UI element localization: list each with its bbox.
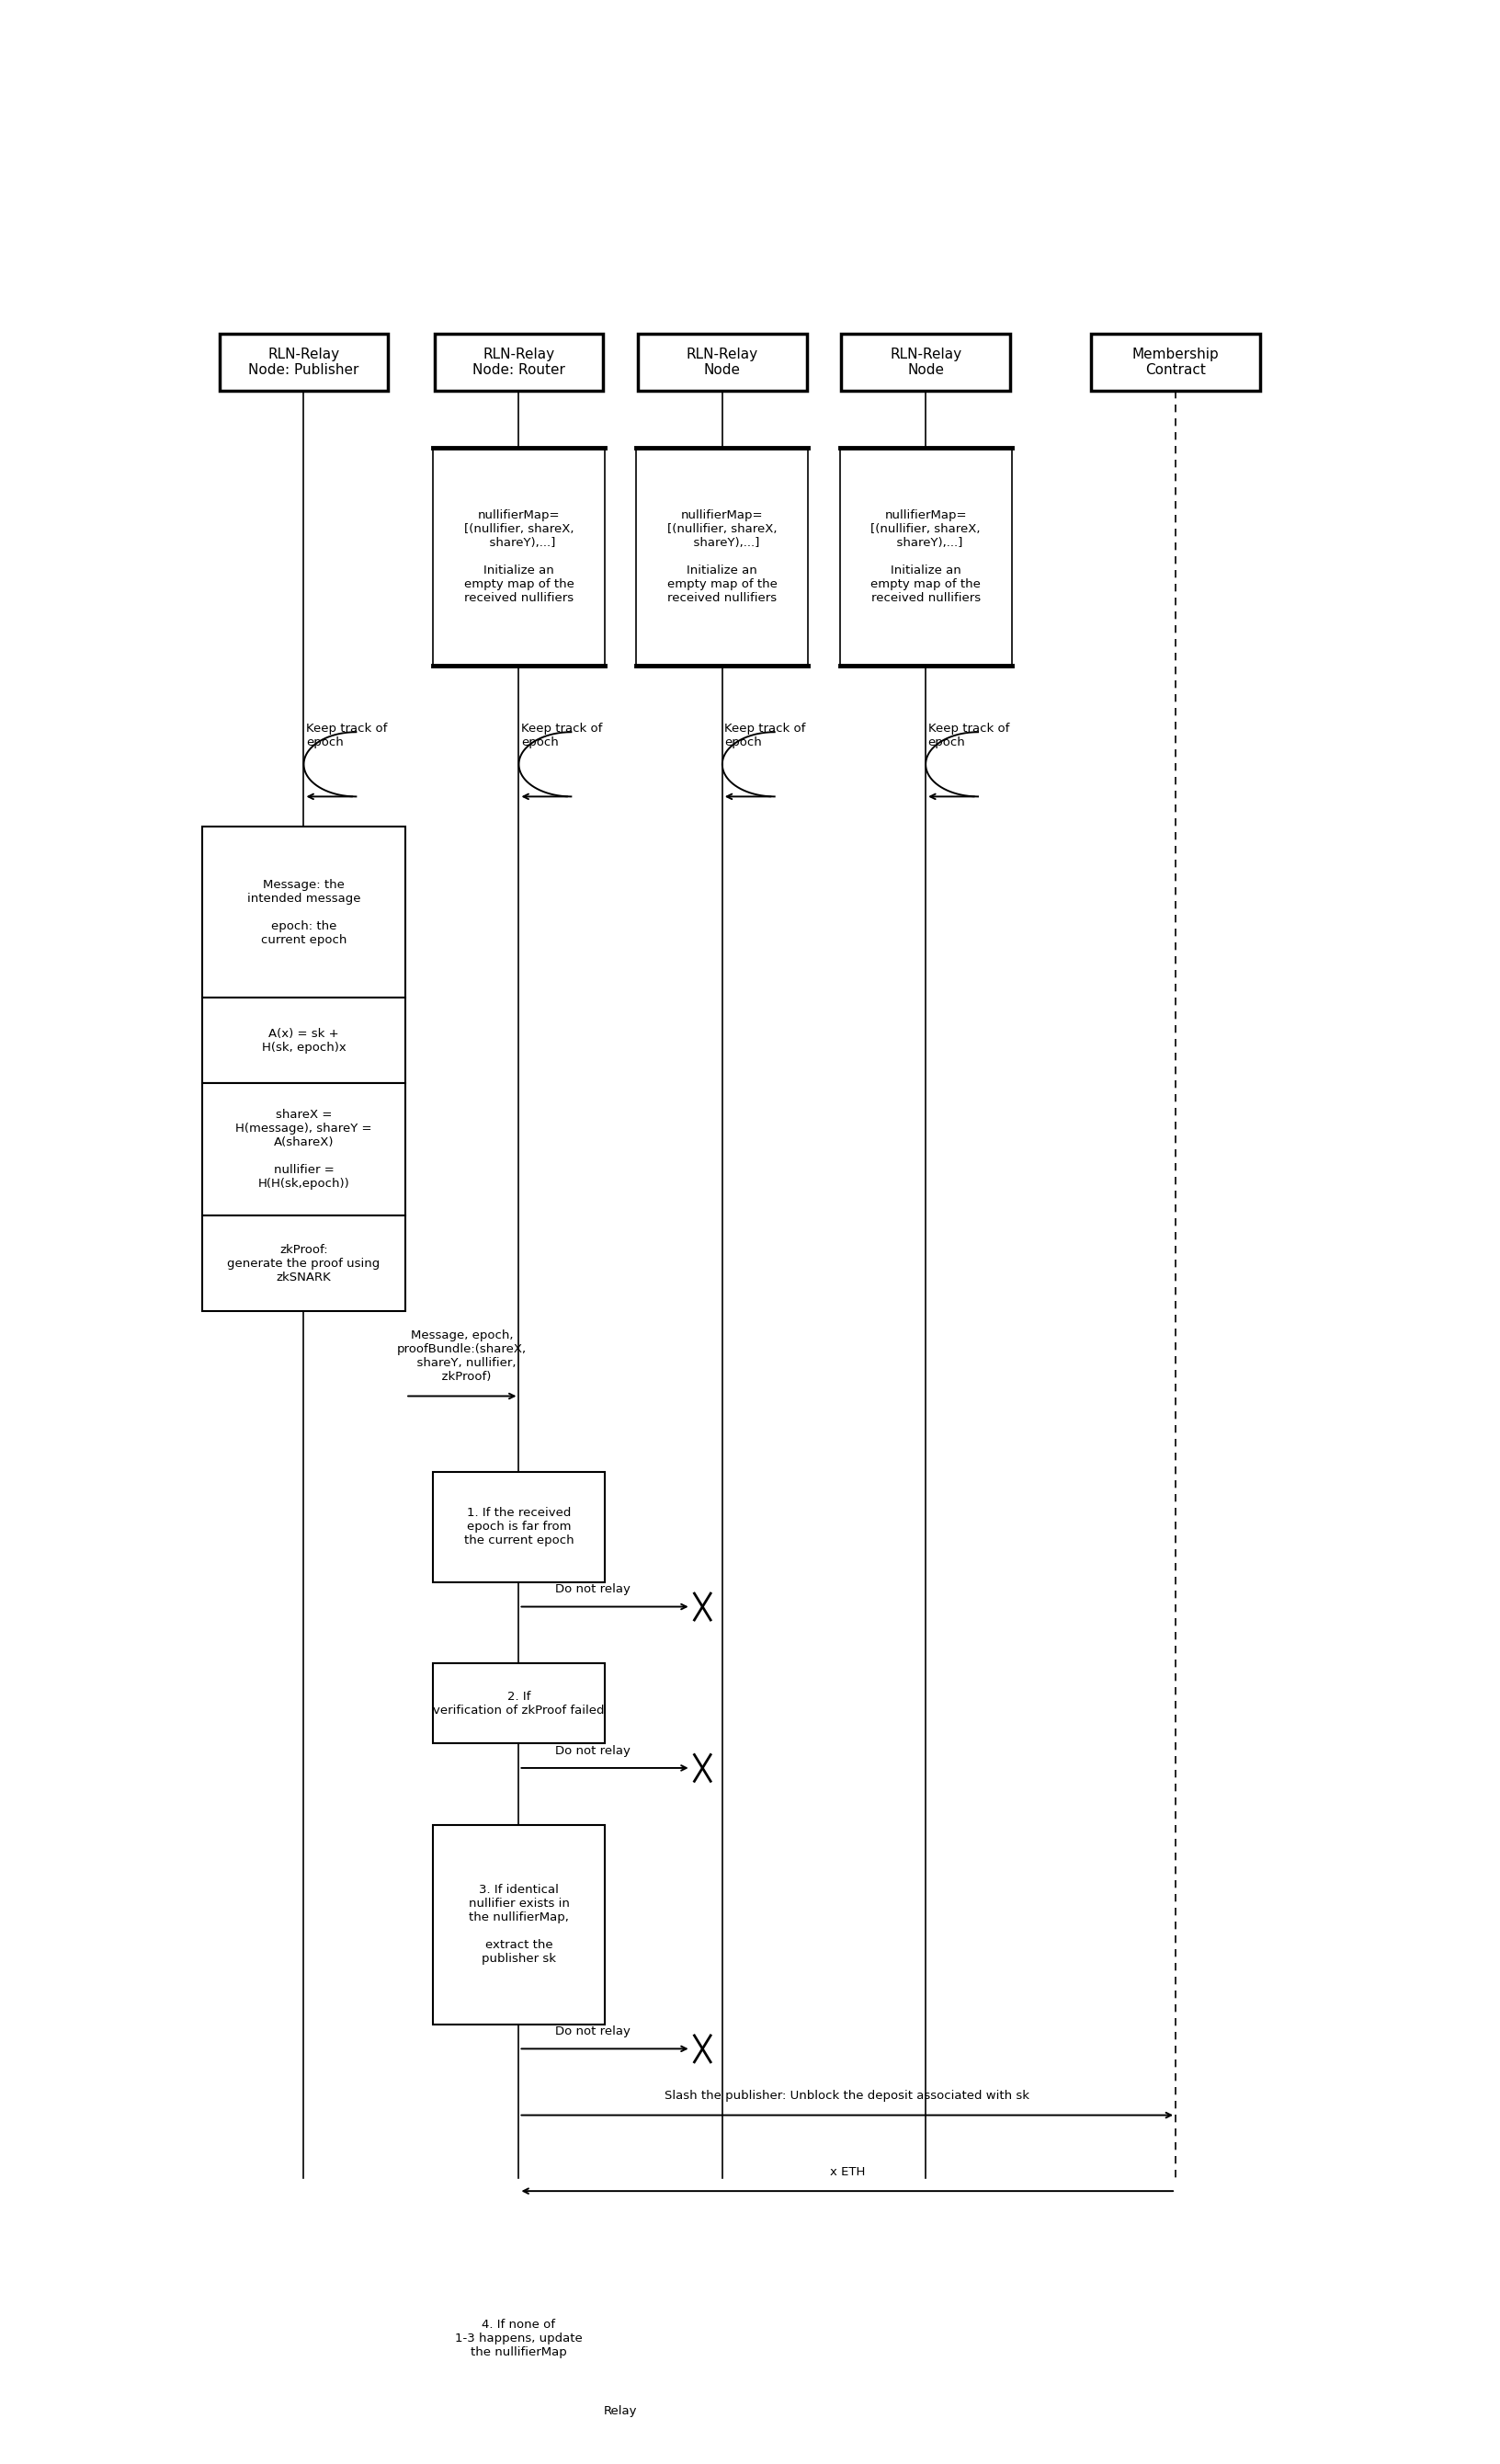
Text: 2. If
verification of zkProof failed: 2. If verification of zkProof failed bbox=[433, 1690, 604, 1717]
Text: Do not relay: Do not relay bbox=[555, 1584, 632, 1594]
Text: RLN-Relay
Node: Router: RLN-Relay Node: Router bbox=[472, 347, 566, 377]
FancyBboxPatch shape bbox=[638, 333, 807, 389]
Text: Keep track of
epoch: Keep track of epoch bbox=[520, 722, 603, 749]
FancyBboxPatch shape bbox=[433, 1826, 604, 2023]
FancyBboxPatch shape bbox=[202, 1084, 405, 1215]
FancyBboxPatch shape bbox=[842, 333, 1010, 389]
Text: A(x) = sk +
H(sk, epoch)x: A(x) = sk + H(sk, epoch)x bbox=[261, 1027, 346, 1052]
Text: RLN-Relay
Node: RLN-Relay Node bbox=[687, 347, 757, 377]
FancyBboxPatch shape bbox=[202, 998, 405, 1084]
FancyBboxPatch shape bbox=[840, 448, 1011, 665]
Text: Keep track of
epoch: Keep track of epoch bbox=[928, 722, 1010, 749]
FancyBboxPatch shape bbox=[433, 448, 604, 665]
FancyBboxPatch shape bbox=[1092, 333, 1260, 389]
Text: Do not relay: Do not relay bbox=[555, 1745, 632, 1757]
Text: Membership
Contract: Membership Contract bbox=[1132, 347, 1220, 377]
Text: RLN-Relay
Node: RLN-Relay Node bbox=[889, 347, 962, 377]
Text: shareX =
H(message), shareY =
A(shareX)

nullifier =
H(H(sk,epoch)): shareX = H(message), shareY = A(shareX) … bbox=[235, 1109, 372, 1190]
Text: 1. If the received
epoch is far from
the current epoch: 1. If the received epoch is far from the… bbox=[464, 1508, 574, 1547]
Text: Slash the publisher: Unblock the deposit associated with sk: Slash the publisher: Unblock the deposit… bbox=[664, 2089, 1029, 2102]
Text: Relay: Relay bbox=[604, 2405, 637, 2417]
FancyBboxPatch shape bbox=[202, 1215, 405, 1311]
Text: 3. If identical
nullifier exists in
the nullifierMap,

extract the
publisher sk: 3. If identical nullifier exists in the … bbox=[468, 1885, 570, 1964]
Text: nullifierMap=
[(nullifier, shareX,
  shareY),...]

Initialize an
empty map of th: nullifierMap= [(nullifier, shareX, share… bbox=[464, 510, 574, 604]
Text: Message, epoch,
proofBundle:(shareX,
  shareY, nullifier,
  zkProof): Message, epoch, proofBundle:(shareX, sha… bbox=[398, 1331, 526, 1382]
Text: nullifierMap=
[(nullifier, shareX,
  shareY),...]

Initialize an
empty map of th: nullifierMap= [(nullifier, shareX, share… bbox=[668, 510, 777, 604]
Text: Message: the
intended message

epoch: the
current epoch: Message: the intended message epoch: the… bbox=[248, 880, 360, 946]
Text: Keep track of
epoch: Keep track of epoch bbox=[724, 722, 806, 749]
Text: Do not relay: Do not relay bbox=[555, 2025, 632, 2038]
FancyBboxPatch shape bbox=[435, 333, 603, 389]
FancyBboxPatch shape bbox=[219, 333, 388, 389]
Text: Keep track of
epoch: Keep track of epoch bbox=[306, 722, 387, 749]
Text: nullifierMap=
[(nullifier, shareX,
  shareY),...]

Initialize an
empty map of th: nullifierMap= [(nullifier, shareX, share… bbox=[870, 510, 981, 604]
FancyBboxPatch shape bbox=[636, 448, 808, 665]
Text: RLN-Relay
Node: Publisher: RLN-Relay Node: Publisher bbox=[249, 347, 358, 377]
Text: x ETH: x ETH bbox=[830, 2166, 866, 2178]
FancyBboxPatch shape bbox=[433, 1471, 604, 1582]
Text: zkProof:
generate the proof using
zkSNARK: zkProof: generate the proof using zkSNAR… bbox=[228, 1244, 380, 1284]
FancyBboxPatch shape bbox=[433, 1663, 604, 1745]
Text: 4. If none of
1-3 happens, update
the nullifierMap: 4. If none of 1-3 happens, update the nu… bbox=[454, 2319, 582, 2358]
FancyBboxPatch shape bbox=[433, 2277, 604, 2400]
FancyBboxPatch shape bbox=[202, 828, 405, 998]
